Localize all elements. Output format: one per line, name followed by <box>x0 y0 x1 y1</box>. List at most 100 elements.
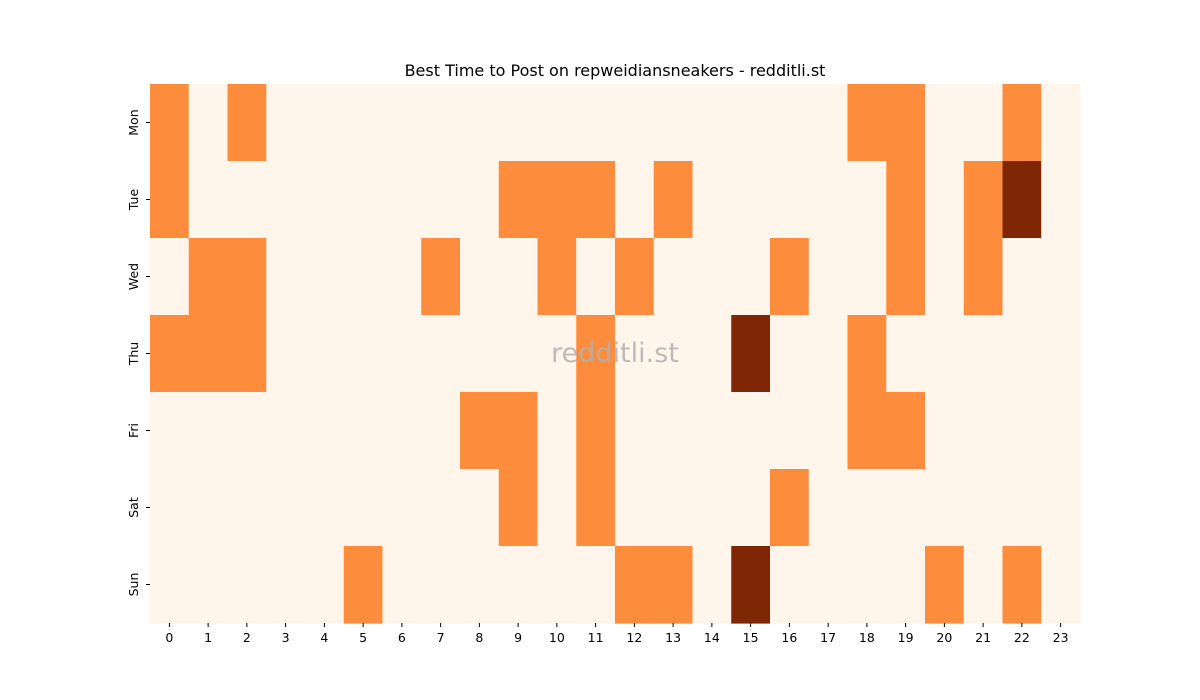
x-tick-label-15: 15 <box>743 630 759 645</box>
x-tick-label-4: 4 <box>320 630 328 645</box>
watermark-text: redditli.st <box>551 338 679 369</box>
heatmap-cell-wed-2 <box>227 238 267 316</box>
x-tick-label-8: 8 <box>475 630 483 645</box>
heatmap-cell-sun-8 <box>460 546 500 624</box>
heatmap-cell-tue-5 <box>343 161 384 239</box>
heatmap-cell-fri-8 <box>460 392 500 470</box>
heatmap-cell-sun-10 <box>537 546 577 624</box>
x-tick-label-12: 12 <box>626 630 642 645</box>
heatmap-cell-tue-1 <box>188 161 229 239</box>
heatmap-cell-thu-6 <box>382 315 422 393</box>
heatmap-cell-wed-5 <box>343 238 384 316</box>
heatmap-cell-thu-4 <box>305 315 345 393</box>
heatmap-cell-sat-4 <box>305 469 345 547</box>
heatmap-cell-sat-17 <box>808 469 849 547</box>
x-axis: 0 1 2 3 4 5 6 7 8 9 10 11 12 13 14 15 16 17 18 19 20 21 22 23 <box>165 623 1069 645</box>
y-tick-label-sat: Sat <box>126 497 141 518</box>
heatmap-cell-sat-18 <box>847 469 887 547</box>
heatmap-cell-sun-23 <box>1041 546 1081 624</box>
heatmap-cell-mon-15 <box>731 84 771 162</box>
heatmap-cell-mon-16 <box>770 84 810 162</box>
heatmap-cell-wed-10 <box>537 238 577 316</box>
heatmap-cell-thu-17 <box>808 315 849 393</box>
y-tick-label-tue: Tue <box>126 189 141 212</box>
heatmap-cell-fri-20 <box>925 392 965 470</box>
heatmap-cell-sat-2 <box>227 469 267 547</box>
heatmap-cell-sun-1 <box>188 546 229 624</box>
heatmap-cell-tue-4 <box>305 161 345 239</box>
heatmap-cell-thu-2 <box>227 315 267 393</box>
y-tick-label-thu: Thu <box>126 342 141 366</box>
heatmap-cell-tue-9 <box>498 161 539 239</box>
heatmap-cell-sat-14 <box>692 469 732 547</box>
heatmap-cell-sat-19 <box>886 469 926 547</box>
heatmap-cell-fri-0 <box>150 392 190 470</box>
heatmap-cell-mon-7 <box>421 84 461 162</box>
heatmap-cell-tue-13 <box>653 161 694 239</box>
heatmap-cell-thu-15 <box>731 315 771 393</box>
heatmap-cell-wed-21 <box>963 238 1004 316</box>
heatmap-cell-sun-5 <box>343 546 384 624</box>
heatmap-cell-wed-7 <box>421 238 461 316</box>
heatmap-cell-wed-15 <box>731 238 771 316</box>
heatmap-cell-tue-6 <box>382 161 422 239</box>
heatmap-cell-thu-12 <box>615 315 655 393</box>
heatmap-cell-thu-9 <box>498 315 539 393</box>
heatmap-cell-sat-3 <box>266 469 306 547</box>
heatmap-cell-fri-13 <box>653 392 694 470</box>
y-tick-label-mon: Mon <box>126 109 141 135</box>
heatmap-cell-wed-8 <box>460 238 500 316</box>
heatmap-cell-fri-16 <box>770 392 810 470</box>
heatmap-cell-mon-19 <box>886 84 926 162</box>
heatmap-cell-sun-16 <box>770 546 810 624</box>
heatmap-cell-sun-17 <box>808 546 849 624</box>
heatmap-cell-tue-20 <box>925 161 965 239</box>
heatmap-cell-thu-11 <box>576 315 616 393</box>
heatmap-cell-tue-2 <box>227 161 267 239</box>
x-tick-label-19: 19 <box>898 630 914 645</box>
heatmap-cell-sat-22 <box>1002 469 1042 547</box>
heatmap-cell-tue-14 <box>692 161 732 239</box>
heatmap-cell-sun-21 <box>963 546 1004 624</box>
heatmap-cell-wed-12 <box>615 238 655 316</box>
heatmap-cell-mon-13 <box>653 84 694 162</box>
x-tick-label-1: 1 <box>204 630 212 645</box>
heatmap-cell-tue-3 <box>266 161 306 239</box>
heatmap-cell-mon-20 <box>925 84 965 162</box>
heatmap-cell-thu-22 <box>1002 315 1042 393</box>
heatmap-cells <box>150 84 1081 624</box>
x-tick-label-7: 7 <box>437 630 445 645</box>
heatmap-cell-mon-22 <box>1002 84 1042 162</box>
heatmap-cell-sun-2 <box>227 546 267 624</box>
heatmap-cell-sat-10 <box>537 469 577 547</box>
x-tick-label-6: 6 <box>398 630 406 645</box>
x-tick-label-17: 17 <box>820 630 836 645</box>
heatmap-cell-sat-13 <box>653 469 694 547</box>
heatmap-cell-wed-20 <box>925 238 965 316</box>
heatmap-cell-tue-12 <box>615 161 655 239</box>
heatmap-cell-sat-12 <box>615 469 655 547</box>
heatmap-cell-fri-6 <box>382 392 422 470</box>
heatmap-cell-thu-5 <box>343 315 384 393</box>
heatmap-cell-mon-17 <box>808 84 849 162</box>
heatmap-cell-mon-8 <box>460 84 500 162</box>
heatmap-cell-thu-19 <box>886 315 926 393</box>
heatmap-cell-wed-16 <box>770 238 810 316</box>
heatmap-cell-tue-7 <box>421 161 461 239</box>
heatmap-cell-mon-11 <box>576 84 616 162</box>
heatmap-cell-fri-14 <box>692 392 732 470</box>
heatmap-cell-fri-23 <box>1041 392 1081 470</box>
heatmap-cell-fri-5 <box>343 392 384 470</box>
heatmap-cell-tue-15 <box>731 161 771 239</box>
x-tick-label-23: 23 <box>1053 630 1069 645</box>
heatmap-cell-mon-14 <box>692 84 732 162</box>
heatmap-cell-sun-12 <box>615 546 655 624</box>
heatmap-cell-wed-18 <box>847 238 887 316</box>
heatmap-cell-fri-3 <box>266 392 306 470</box>
heatmap-cell-fri-4 <box>305 392 345 470</box>
heatmap-cell-wed-4 <box>305 238 345 316</box>
heatmap-cell-sun-11 <box>576 546 616 624</box>
heatmap-cell-sun-19 <box>886 546 926 624</box>
heatmap-cell-thu-23 <box>1041 315 1081 393</box>
